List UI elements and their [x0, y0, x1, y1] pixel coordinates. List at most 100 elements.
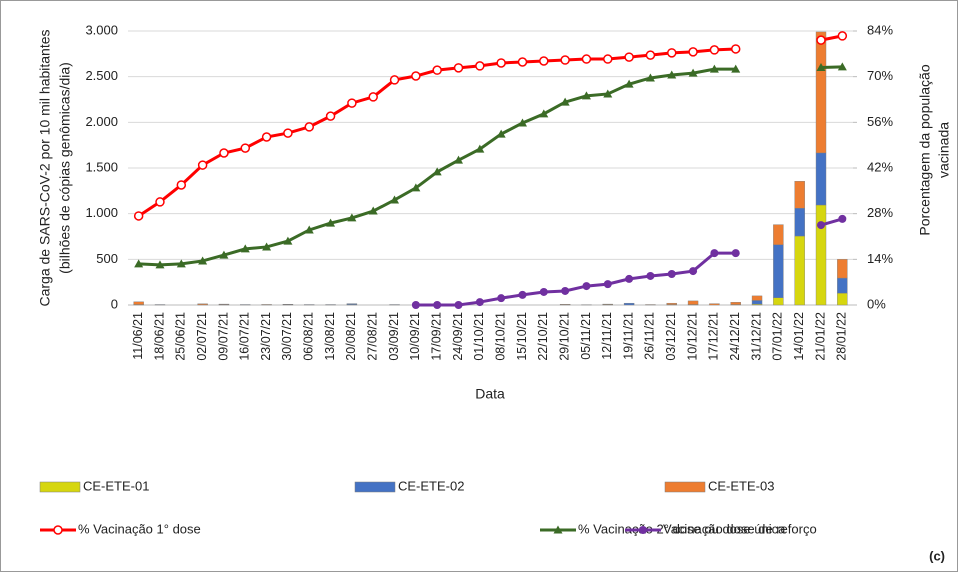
bar-segment	[623, 302, 635, 306]
bar-segment	[133, 301, 144, 305]
y-tick-label: 2.000	[85, 114, 118, 129]
marker	[582, 282, 591, 291]
marker	[837, 31, 848, 41]
marker	[561, 286, 570, 295]
marker	[453, 63, 464, 73]
marker	[176, 259, 186, 268]
marker	[624, 52, 634, 62]
x-tick-label: 01/10/21	[472, 312, 486, 361]
marker	[240, 244, 250, 253]
legend-label: % Vacinação 1° dose	[78, 521, 201, 536]
marker	[475, 61, 485, 71]
marker	[816, 63, 826, 72]
marker	[603, 89, 613, 98]
x-tick-label: 31/12/21	[749, 312, 763, 361]
marker	[325, 111, 336, 121]
marker	[837, 62, 847, 71]
marker	[624, 79, 634, 88]
marker	[411, 183, 421, 192]
legend-label: CE-ETE-02	[398, 478, 464, 493]
marker	[709, 45, 720, 55]
bar-segment	[815, 204, 827, 306]
y-tick-label: 1.000	[85, 205, 118, 220]
bar-segment	[815, 152, 827, 206]
x-tick-label: 16/07/21	[238, 312, 252, 361]
marker	[560, 55, 570, 65]
x-tick-label: 22/10/21	[536, 312, 550, 361]
marker	[262, 242, 272, 251]
marker	[710, 249, 719, 258]
marker	[625, 274, 634, 283]
marker	[283, 236, 293, 245]
x-tick-label: 09/07/21	[216, 312, 230, 361]
marker	[155, 260, 165, 269]
legend-swatch	[664, 481, 706, 493]
x-tick-label: 21/01/22	[813, 312, 827, 361]
x-tick-label: 10/12/21	[685, 312, 699, 361]
x-tick-label: 27/08/21	[366, 312, 380, 361]
marker	[283, 128, 293, 138]
bar-segment	[687, 300, 699, 305]
legend-label: Vacinação dose de reforço	[663, 521, 817, 536]
bar-segment	[837, 292, 848, 306]
marker	[646, 271, 655, 280]
bar-segment	[773, 244, 784, 298]
marker	[304, 225, 314, 234]
y2-tick-label: 70%	[867, 68, 893, 83]
x-tick-label: 18/06/21	[152, 312, 166, 361]
marker	[411, 301, 420, 309]
y-tick-label: 3.000	[85, 22, 118, 37]
marker	[155, 197, 165, 207]
marker	[560, 97, 570, 106]
x-tick-label: 03/09/21	[387, 312, 401, 361]
y-tick-label: 500	[96, 251, 118, 266]
marker	[368, 92, 378, 102]
x-tick-label: 26/11/21	[643, 312, 657, 360]
x-tick-label: 12/11/21	[600, 312, 614, 360]
marker	[639, 526, 647, 534]
x-tick-label: 28/01/22	[835, 312, 849, 361]
marker	[496, 129, 506, 138]
y2-axis-title: Porcentagem da população	[917, 64, 933, 235]
marker	[261, 132, 272, 142]
marker	[645, 50, 656, 60]
marker	[133, 211, 144, 221]
marker	[581, 54, 592, 64]
marker	[688, 47, 698, 57]
marker	[689, 267, 698, 276]
marker	[496, 58, 506, 68]
x-tick-label: 17/12/21	[707, 312, 721, 361]
marker	[688, 68, 698, 77]
marker	[347, 213, 357, 222]
x-tick-label: 24/12/21	[728, 312, 742, 361]
legend-swatch	[354, 481, 396, 493]
marker	[553, 525, 563, 534]
marker	[197, 160, 208, 170]
marker	[838, 214, 847, 223]
marker	[603, 54, 613, 64]
x-tick-label: 06/08/21	[302, 312, 316, 361]
marker	[539, 287, 548, 296]
marker	[176, 180, 187, 190]
marker	[817, 221, 826, 230]
bar-segment	[794, 235, 805, 306]
marker	[667, 70, 677, 79]
legend-label: CE-ETE-01	[83, 478, 149, 493]
bar-segment	[730, 302, 741, 305]
marker	[304, 122, 314, 132]
marker	[518, 290, 527, 299]
y-axis-title: (bilhões de cópias genômicas/dia)	[57, 62, 73, 274]
marker	[517, 57, 528, 67]
bar-segment	[751, 300, 763, 305]
bar-segment	[837, 259, 848, 279]
bar-segment	[815, 31, 827, 154]
bar-segment	[346, 303, 358, 305]
x-tick-label: 29/10/21	[557, 312, 571, 361]
bar-segment	[794, 181, 805, 209]
bar-segment	[773, 224, 784, 245]
x-tick-label: 15/10/21	[515, 312, 529, 361]
marker	[411, 71, 421, 81]
marker	[134, 259, 144, 268]
y2-tick-label: 84%	[867, 22, 893, 37]
